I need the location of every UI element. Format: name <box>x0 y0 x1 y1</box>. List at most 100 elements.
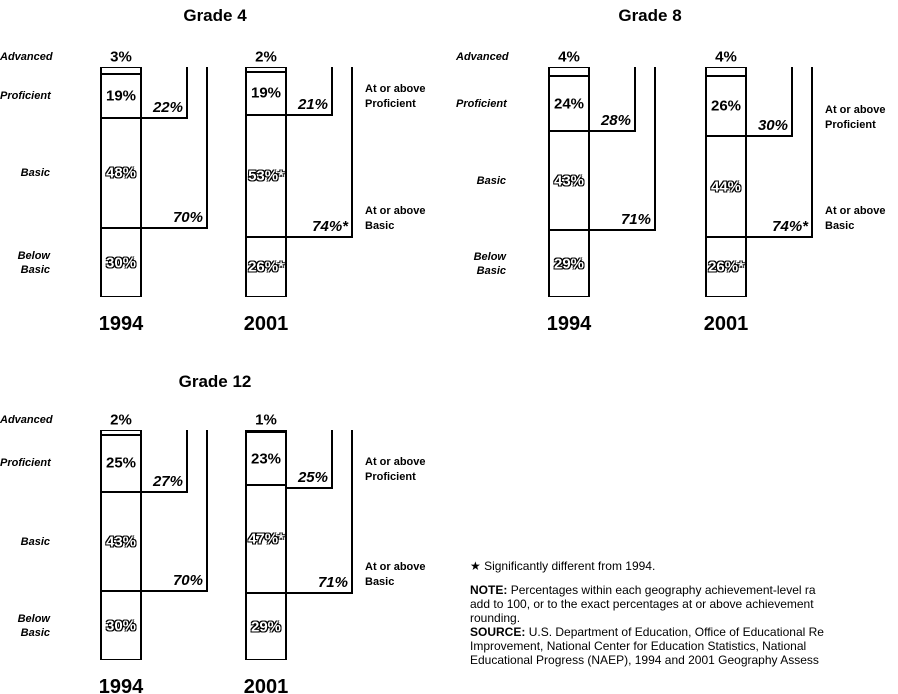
value-label: 24% <box>553 95 585 113</box>
cumulative-line <box>747 236 813 239</box>
cumulative-label: 71% <box>317 574 348 592</box>
cumulative-line <box>791 67 793 137</box>
cumulative-label: 21% <box>297 96 328 114</box>
legend-label: At or above Proficient <box>365 455 426 483</box>
cumulative-line <box>654 67 656 232</box>
cumulative-line <box>811 67 813 239</box>
value-label: 25% <box>105 454 137 472</box>
bar-segment <box>245 430 287 433</box>
bar-segment <box>100 591 142 660</box>
cumulative-line <box>206 430 208 592</box>
value-label: 29% <box>553 255 585 273</box>
cumulative-line <box>142 116 188 119</box>
level-label: Advanced <box>456 51 509 63</box>
value-label: 23% <box>250 450 282 468</box>
cumulative-line <box>331 67 333 117</box>
cumulative-line <box>206 67 208 229</box>
bar-segment <box>100 228 142 297</box>
bar-segment <box>245 115 287 238</box>
bar-segment <box>705 67 747 77</box>
note-text: rounding. <box>470 611 521 625</box>
note-text: Improvement, National Center for Educati… <box>470 639 807 653</box>
cumulative-line <box>287 486 333 489</box>
bar-segment <box>100 492 142 591</box>
value-label: 2% <box>255 48 277 66</box>
note-line: add to 100, or to the exact percentages … <box>470 597 824 611</box>
cumulative-line <box>142 491 188 494</box>
cumulative-line <box>142 227 208 229</box>
level-label: Proficient <box>0 89 51 102</box>
cumulative-label: 71% <box>620 211 651 229</box>
bar-segment <box>100 117 142 228</box>
level-label: Basic <box>20 535 50 548</box>
level-label: Advanced <box>0 51 53 63</box>
bar-segment <box>245 593 287 660</box>
cumulative-line <box>287 114 333 117</box>
cumulative-line <box>287 236 353 239</box>
cumulative-line <box>590 229 656 232</box>
level-label: Proficient <box>0 457 51 470</box>
note-line: Educational Progress (NAEP), 1994 and 20… <box>470 653 824 667</box>
year-label: 1994 <box>98 676 144 694</box>
level-label: Basic <box>476 174 506 187</box>
cumulative-line <box>747 135 793 137</box>
bar-segment <box>245 432 287 486</box>
legend-label: At or above Basic <box>825 205 886 233</box>
value-label: 53%* <box>248 167 284 185</box>
year-label: 2001 <box>243 676 289 694</box>
cumulative-line <box>186 430 188 494</box>
note-text: Percentages within each geography achiev… <box>510 583 816 597</box>
bar-segment <box>245 237 287 297</box>
note-line: Improvement, National Center for Educati… <box>470 639 824 653</box>
value-label: 1% <box>255 411 277 429</box>
cumulative-line <box>142 590 208 592</box>
legend-label: At or above Proficient <box>825 104 886 131</box>
bar-segment <box>705 237 747 297</box>
value-label: 43% <box>105 533 137 551</box>
cumulative-label: 27% <box>152 473 183 491</box>
cumulative-label: 22% <box>152 98 183 116</box>
year-label: 1994 <box>98 313 144 335</box>
cumulative-label: 70% <box>172 209 203 226</box>
bar-segment <box>100 73 142 118</box>
cumulative-line <box>634 67 636 133</box>
cumulative-line <box>186 67 188 119</box>
level-label: Basic <box>20 166 50 179</box>
level-label: Below Basic <box>17 249 50 276</box>
year-label: 2001 <box>703 313 749 335</box>
level-label: Below Basic <box>473 250 506 277</box>
value-label: 26%* <box>248 258 284 276</box>
year-label: 1994 <box>546 313 592 335</box>
value-label: 26% <box>710 97 742 115</box>
value-label: 19% <box>250 84 282 102</box>
bar-segment <box>705 76 747 136</box>
cumulative-label: 28% <box>600 112 631 130</box>
bar-segment <box>548 67 590 77</box>
chart-title: Grade 8 <box>618 6 682 25</box>
value-label: 47%* <box>248 530 284 548</box>
cumulative-line <box>351 67 353 239</box>
note-line: NOTE: Percentages within each geography … <box>470 583 824 597</box>
bar-segment <box>548 131 590 231</box>
note-text: add to 100, or to the exact percentages … <box>470 597 814 611</box>
cumulative-label: 70% <box>172 572 203 589</box>
bar-segment <box>705 136 747 238</box>
star-note: ★ Significantly different from 1994. <box>470 559 656 573</box>
value-label: 43% <box>553 172 585 190</box>
cumulative-line <box>590 130 636 133</box>
bar-segment <box>245 71 287 116</box>
note-text: Educational Progress (NAEP), 1994 and 20… <box>470 653 819 667</box>
bar-segment <box>548 76 590 132</box>
note-text: U.S. Department of Education, Office of … <box>528 625 824 639</box>
cumulative-label: 74%* <box>772 218 808 236</box>
cumulative-label: 30% <box>757 117 788 134</box>
value-label: 26%* <box>708 258 744 276</box>
value-label: 4% <box>558 48 580 66</box>
value-label: 4% <box>715 48 737 66</box>
bar-segment <box>245 67 287 72</box>
value-label: 3% <box>110 48 132 66</box>
note-label: NOTE: <box>470 583 508 597</box>
cumulative-line <box>287 592 353 595</box>
cumulative-label: 74%* <box>312 218 348 236</box>
